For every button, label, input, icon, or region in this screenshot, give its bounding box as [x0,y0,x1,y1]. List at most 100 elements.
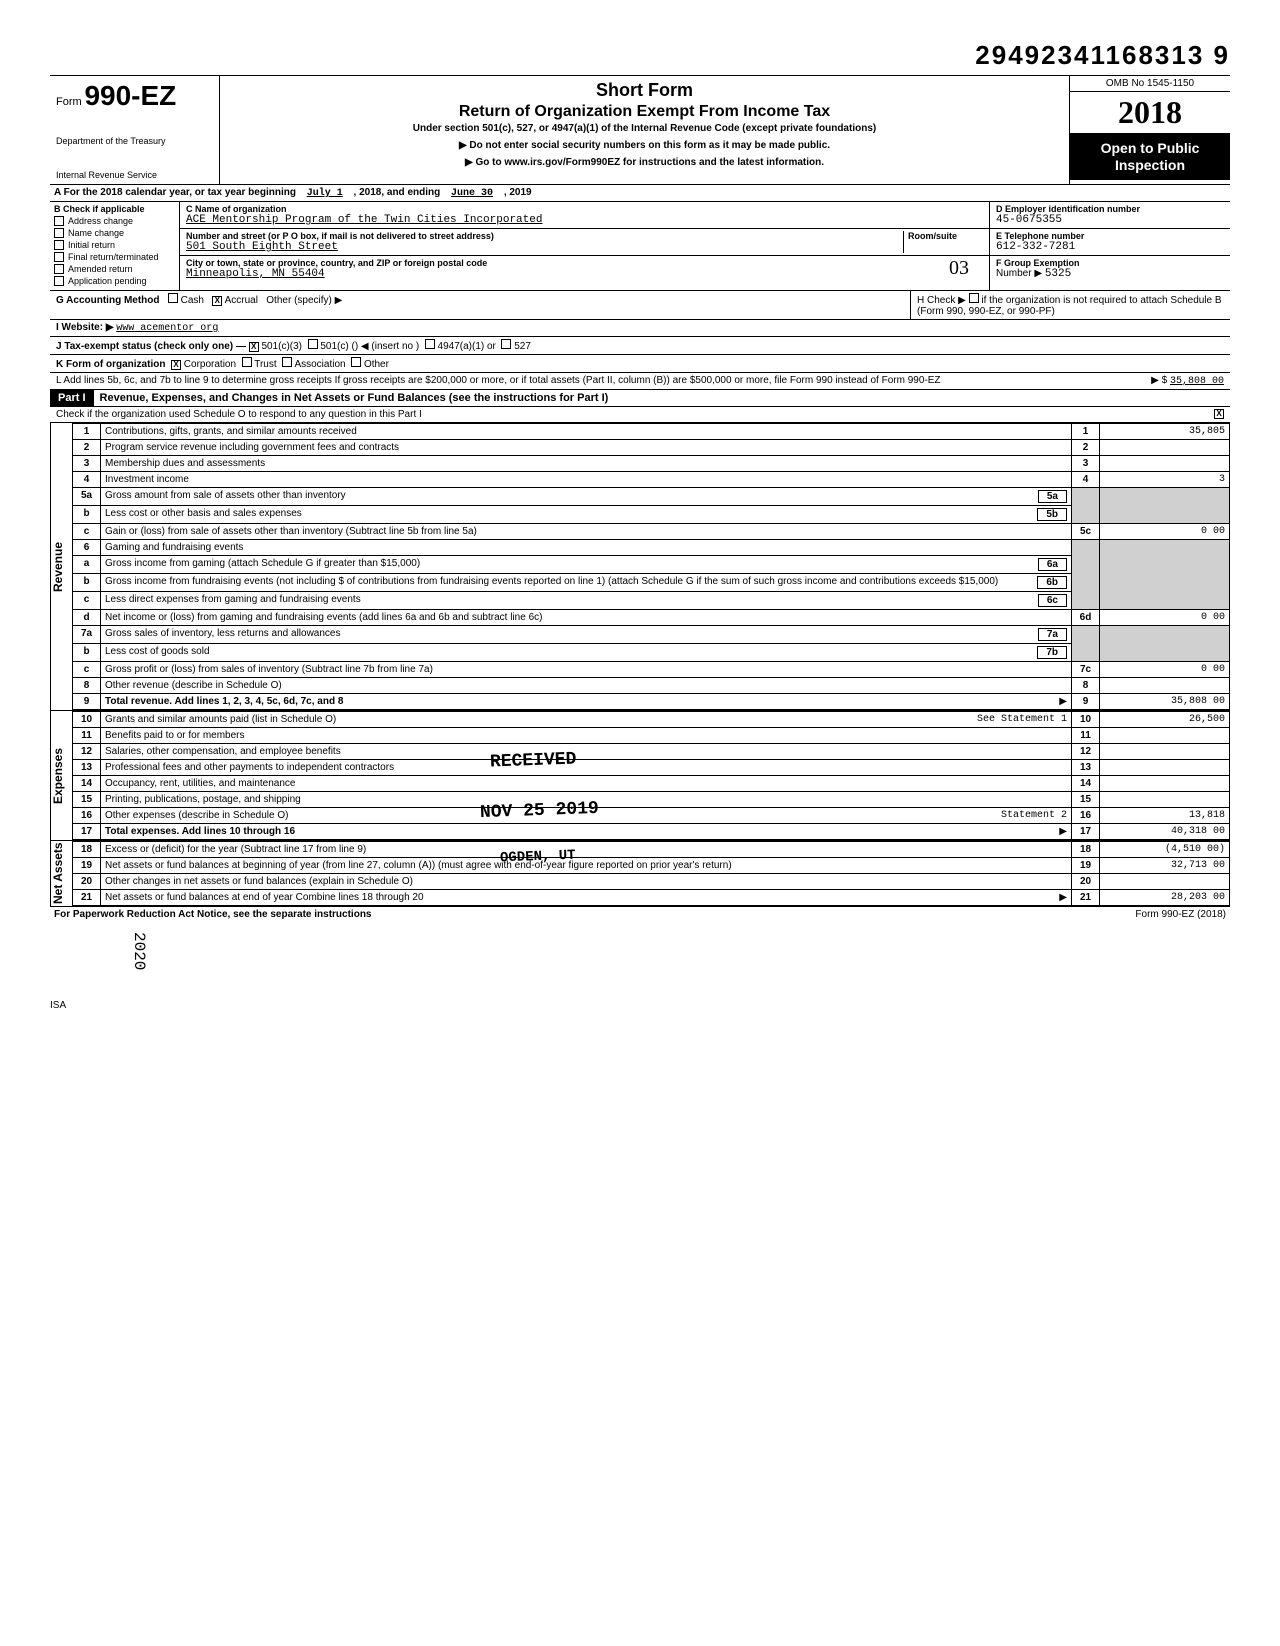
line-14-amt [1100,776,1230,792]
line-l: L Add lines 5b, 6c, and 7b to line 9 to … [50,372,1230,389]
check-trust[interactable] [242,357,252,367]
check-cash[interactable] [168,293,178,303]
check-h[interactable] [969,293,979,303]
line-7c: cGross profit or (loss) from sales of in… [73,662,1230,678]
line-10-desc: Grants and similar amounts paid (list in… [105,714,336,725]
line-16-desc: Other expenses (describe in Schedule O) [105,810,288,821]
netassets-table: 18Excess or (deficit) for the year (Subt… [72,841,1230,906]
line-6b-box: 6b [1037,576,1067,589]
label-corp: Corporation [184,359,236,370]
label-501c: 501(c) ( [320,341,354,352]
line-10: 10Grants and similar amounts paid (list … [73,712,1230,728]
line-11-desc: Benefits paid to or for members [101,728,1072,744]
check-527[interactable] [501,339,511,349]
part1-title: Revenue, Expenses, and Changes in Net As… [94,390,1230,406]
ein-label: D Employer identification number [996,204,1224,214]
check-4947[interactable] [425,339,435,349]
line-21-arrow: ▶ [1059,892,1067,903]
line-21: 21Net assets or fund balances at end of … [73,890,1230,906]
page-stamp: 29492341168313 9 [50,40,1230,71]
ein-value: 45-0675355 [996,214,1224,226]
addr-value: 501 South Eighth Street [186,241,903,253]
check-application-pending[interactable] [54,276,64,286]
form-prefix: Form [56,96,82,108]
line-5c-amt: 0 00 [1100,524,1230,540]
line-k: K Form of organization Corporation Trust… [50,354,1230,372]
line-6c: cLess direct expenses from gaming and fu… [73,592,1230,610]
line-7b: bLess cost of goods sold7b [73,644,1230,662]
line-2: 2Program service revenue including gover… [73,440,1230,456]
check-other-org[interactable] [351,357,361,367]
org-name: ACE Mentorship Program of the Twin Citie… [186,214,983,226]
year-vert-stamp: 2020 [130,932,148,970]
line-15-amt [1100,792,1230,808]
line-17-desc: Total expenses. Add lines 10 through 16 [105,826,295,837]
line-17: 17Total expenses. Add lines 10 through 1… [73,824,1230,840]
check-amended-return[interactable] [54,264,64,274]
line-6c-desc: Less direct expenses from gaming and fun… [105,594,361,605]
line-6-desc: Gaming and fundraising events [101,540,1072,556]
line-7b-box: 7b [1037,646,1067,659]
line-19: 19Net assets or fund balances at beginni… [73,858,1230,874]
omb-number: OMB No 1545-1150 [1070,76,1230,92]
line-15: 15Printing, publications, postage, and s… [73,792,1230,808]
ogden-stamp: OGDEN, UT [500,848,576,867]
line-9-amt: 35,808 00 [1100,694,1230,710]
section-bcd: B Check if applicable Address change Nam… [50,201,1230,290]
label-501c-b: ) ◀ (insert no ) [355,341,419,352]
line-6c-box: 6c [1038,594,1067,607]
check-501c3[interactable] [249,342,259,352]
received-stamp: RECEIVED [490,749,577,772]
acct-label: G Accounting Method [56,295,160,306]
line-5c-desc: Gain or (loss) from sale of assets other… [101,524,1072,540]
line-5a: 5aGross amount from sale of assets other… [73,488,1230,506]
line-3-desc: Membership dues and assessments [101,456,1072,472]
check-final-return[interactable] [54,252,64,262]
line-a-mid: , 2018, and ending [354,187,441,198]
line-6d-desc: Net income or (loss) from gaming and fun… [101,610,1072,626]
line-7a-desc: Gross sales of inventory, less returns a… [105,628,340,639]
check-corp[interactable] [171,360,181,370]
return-title: Return of Organization Exempt From Incom… [230,103,1059,121]
check-assoc[interactable] [282,357,292,367]
l-amount: 35,808 00 [1170,376,1224,387]
check-address-change[interactable] [54,216,64,226]
label-assoc: Association [294,359,345,370]
line-6b-desc: Gross income from fundraising events (no… [105,576,998,587]
line-18: 18Excess or (deficit) for the year (Subt… [73,842,1230,858]
group-label: F Group Exemption [996,258,1224,268]
line-a-end: June 30 [443,188,501,199]
label-cash: Cash [181,295,204,306]
j-label: J Tax-exempt status (check only one) — [56,341,246,352]
line-8: 8Other revenue (describe in Schedule O)8 [73,678,1230,694]
revenue-table: 1Contributions, gifts, grants, and simil… [72,423,1230,710]
label-initial-return: Initial return [68,240,115,250]
line-5b-box: 5b [1037,508,1067,521]
check-501c[interactable] [308,339,318,349]
line-16: 16Other expenses (describe in Schedule O… [73,808,1230,824]
check-name-change[interactable] [54,228,64,238]
line-5b-desc: Less cost or other basis and sales expen… [105,508,302,519]
label-501c3: 501(c)(3) [261,341,302,352]
room-label: Room/suite [908,231,983,241]
line-4-amt: 3 [1100,472,1230,488]
check-accrual[interactable] [212,296,222,306]
check-initial-return[interactable] [54,240,64,250]
expenses-block: Expenses 10Grants and similar amounts pa… [50,710,1230,840]
label-other-method: Other (specify) ▶ [266,295,342,306]
side-netassets: Net Assets [50,841,72,906]
netassets-block: Net Assets 18Excess or (deficit) for the… [50,840,1230,906]
line-17-amt: 40,318 00 [1100,824,1230,840]
revenue-block: Revenue 1Contributions, gifts, grants, a… [50,422,1230,710]
label-address-change: Address change [68,216,133,226]
addr-label: Number and street (or P O box, if mail i… [186,231,903,241]
tax-year: 2018 [1070,92,1230,134]
line-13: 13Professional fees and other payments t… [73,760,1230,776]
side-expenses: Expenses [50,711,72,840]
arrow-line-1: ▶ Do not enter social security numbers o… [230,140,1059,151]
expenses-table: 10Grants and similar amounts paid (list … [72,711,1230,840]
line-14: 14Occupancy, rent, utilities, and mainte… [73,776,1230,792]
check-schedule-o[interactable] [1214,409,1224,419]
dept-irs: Internal Revenue Service [56,170,213,180]
line-11: 11Benefits paid to or for members11 [73,728,1230,744]
